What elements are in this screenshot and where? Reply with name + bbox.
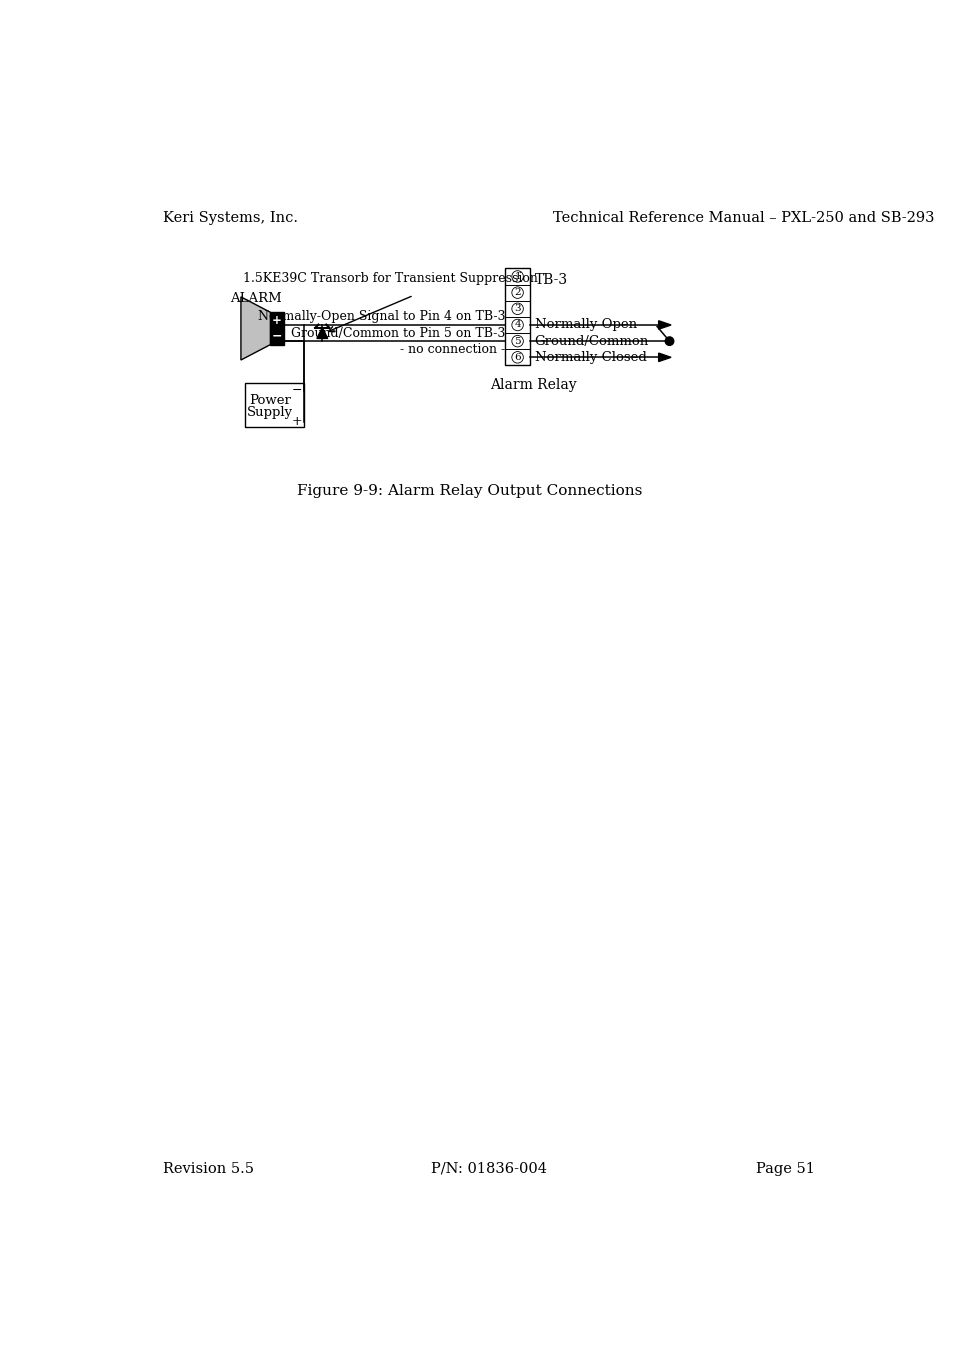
Text: 1: 1 bbox=[514, 272, 520, 281]
Text: +: + bbox=[292, 415, 302, 428]
Bar bbox=[270, 312, 283, 345]
Bar bbox=[245, 384, 304, 427]
Text: +: + bbox=[272, 315, 281, 327]
Text: - no connection -: - no connection - bbox=[399, 343, 505, 355]
Text: Alarm Relay: Alarm Relay bbox=[489, 378, 576, 392]
Text: Ground/Common to Pin 5 on TB-3: Ground/Common to Pin 5 on TB-3 bbox=[291, 327, 505, 339]
Text: 3: 3 bbox=[514, 304, 520, 313]
Text: Figure 9-9: Alarm Relay Output Connections: Figure 9-9: Alarm Relay Output Connectio… bbox=[297, 484, 642, 499]
Text: Keri Systems, Inc.: Keri Systems, Inc. bbox=[163, 211, 298, 224]
Bar bbox=[505, 269, 530, 365]
Text: 2: 2 bbox=[514, 288, 520, 297]
Polygon shape bbox=[658, 320, 670, 330]
Text: Power: Power bbox=[249, 393, 291, 407]
Text: TB-3: TB-3 bbox=[534, 273, 567, 286]
Text: ALARM: ALARM bbox=[230, 292, 281, 305]
Text: −: − bbox=[272, 330, 282, 343]
Text: Revision 5.5: Revision 5.5 bbox=[163, 1162, 254, 1175]
Polygon shape bbox=[241, 297, 270, 359]
Text: 6: 6 bbox=[514, 353, 520, 362]
Text: Normally Open: Normally Open bbox=[534, 319, 636, 331]
Circle shape bbox=[664, 336, 673, 346]
Polygon shape bbox=[658, 353, 670, 362]
Text: Supply: Supply bbox=[247, 405, 293, 419]
Text: Normally Closed: Normally Closed bbox=[534, 351, 646, 363]
Text: 4: 4 bbox=[514, 320, 520, 330]
Text: Technical Reference Manual – PXL-250 and SB-293: Technical Reference Manual – PXL-250 and… bbox=[553, 211, 934, 224]
Text: 5: 5 bbox=[514, 336, 520, 346]
Text: Normally-Open Signal to Pin 4 on TB-3: Normally-Open Signal to Pin 4 on TB-3 bbox=[257, 311, 505, 323]
Polygon shape bbox=[316, 328, 328, 339]
Text: Ground/Common: Ground/Common bbox=[534, 335, 648, 347]
Text: P/N: 01836-004: P/N: 01836-004 bbox=[431, 1162, 546, 1175]
Text: −: − bbox=[292, 384, 302, 397]
Text: Page 51: Page 51 bbox=[755, 1162, 814, 1175]
Text: 1.5KE39C Transorb for Transient Suppression: 1.5KE39C Transorb for Transient Suppress… bbox=[243, 273, 537, 285]
